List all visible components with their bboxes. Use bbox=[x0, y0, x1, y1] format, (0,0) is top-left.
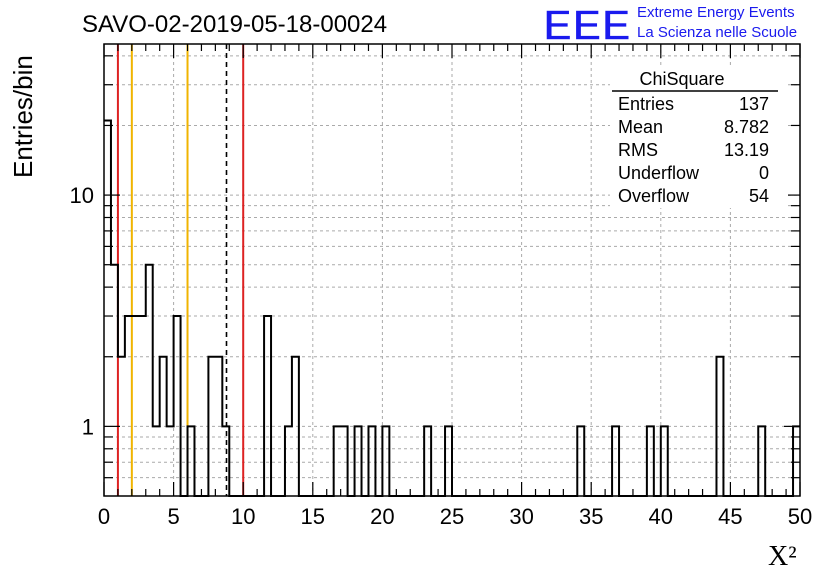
x-tick-label: 5 bbox=[167, 504, 179, 529]
x-tick-label: 15 bbox=[301, 504, 325, 529]
x-tick-label: 0 bbox=[98, 504, 110, 529]
y-tick-label: 10 bbox=[70, 183, 94, 208]
x-tick-label: 35 bbox=[579, 504, 603, 529]
stats-box-title: ChiSquare bbox=[639, 69, 724, 89]
stats-value: 0 bbox=[759, 163, 769, 183]
logo-line-1: Extreme Energy Events bbox=[637, 4, 795, 21]
stats-label: RMS bbox=[618, 140, 658, 160]
eee-logo-mark: EEE bbox=[543, 1, 631, 50]
x-axis-label: X² bbox=[768, 541, 797, 572]
y-axis-label: Entries/bin bbox=[8, 55, 38, 178]
eee-logo: EEE Extreme Energy Events La Scienza nel… bbox=[542, 0, 797, 51]
stats-value: 13.19 bbox=[724, 140, 769, 160]
x-tick-label: 45 bbox=[718, 504, 742, 529]
x-tick-label: 20 bbox=[370, 504, 394, 529]
stats-label: Entries bbox=[618, 94, 674, 114]
x-tick-label: 50 bbox=[788, 504, 812, 529]
stats-label: Mean bbox=[618, 117, 663, 137]
axes: 0 5 10 15 20 25 30 35 40 45 50 1 10 bbox=[70, 43, 812, 529]
x-tick-label: 10 bbox=[231, 504, 255, 529]
stats-value: 8.782 bbox=[724, 117, 769, 137]
stats-label: Overflow bbox=[618, 186, 690, 206]
stats-box: ChiSquare Entries 137 Mean 8.782 RMS 13.… bbox=[610, 66, 788, 208]
y-tick-label: 1 bbox=[82, 414, 94, 439]
x-tick-label: 40 bbox=[649, 504, 673, 529]
x-tick-label: 30 bbox=[509, 504, 533, 529]
stats-value: 137 bbox=[739, 94, 769, 114]
logo-line-2: La Scienza nelle Scuole bbox=[637, 24, 797, 41]
stats-label: Underflow bbox=[618, 163, 700, 183]
stats-value: 54 bbox=[749, 186, 769, 206]
chart-title: SAVO-02-2019-05-18-00024 bbox=[82, 11, 387, 38]
x-tick-label: 25 bbox=[440, 504, 464, 529]
